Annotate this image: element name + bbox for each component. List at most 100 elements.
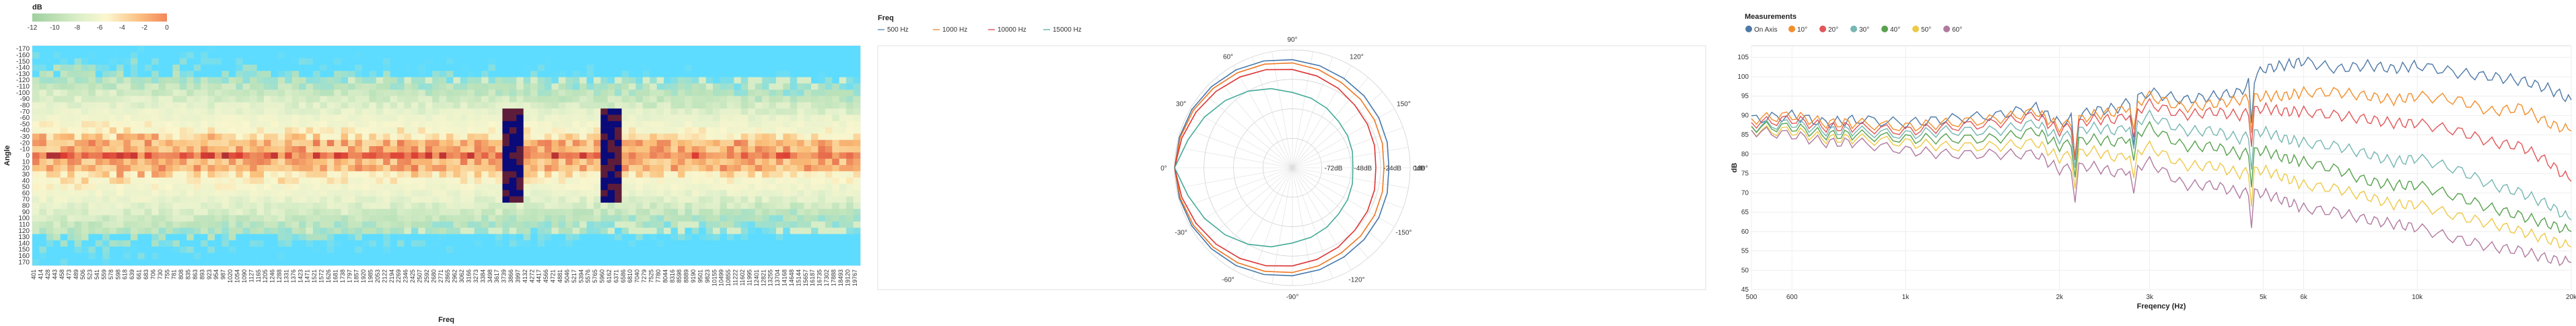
heatmap-x-tick: 3384 (479, 269, 486, 283)
heatmap-cell (755, 90, 763, 96)
spl-y-tick: 70 (1741, 189, 1749, 197)
heatmap-cell (348, 247, 355, 253)
heatmap-cell (109, 234, 117, 241)
heatmap-cell (762, 127, 769, 134)
heatmap-cell (846, 202, 854, 209)
heatmap-cell (271, 102, 279, 109)
heatmap-cell (172, 171, 180, 178)
heatmap-cell (256, 83, 265, 90)
heatmap-cell (390, 83, 398, 90)
heatmap-cell (334, 115, 341, 122)
heatmap-cell (705, 259, 713, 266)
heatmap-x-tick: 17302 (823, 269, 830, 286)
heatmap-cell (53, 183, 61, 191)
heatmap-cell (726, 58, 734, 65)
heatmap-cell (811, 146, 819, 153)
spl-series-line (1751, 125, 2572, 249)
heatmap-cell (361, 171, 370, 178)
heatmap-cell (474, 133, 482, 141)
heatmap-cell (102, 71, 110, 77)
heatmap-cell (642, 228, 650, 234)
spl-series-line (1751, 109, 2572, 221)
polar-legend[interactable]: 500 Hz 1000 Hz 10000 Hz 15000 Hz (878, 26, 1082, 34)
heatmap-cell (580, 240, 587, 247)
heatmap-cell (256, 115, 265, 122)
heatmap-cell (699, 90, 706, 96)
heatmap-cell (277, 158, 285, 166)
heatmap-cell (502, 64, 510, 71)
heatmap-cell (102, 83, 110, 90)
heatmap-cell (607, 196, 615, 203)
heatmap-cell (144, 164, 152, 172)
heatmap-cell (123, 171, 131, 178)
heatmap-cell (256, 52, 265, 59)
heatmap-cell (537, 108, 545, 115)
spl-x-tick: 5k (2260, 294, 2268, 301)
heatmap-cell (446, 202, 454, 209)
spl-legend[interactable]: On Axis 10° 20° 30° 40° 50° 60° (1745, 26, 1962, 34)
heatmap-cell (390, 171, 398, 178)
heatmap-cell (348, 177, 355, 185)
heatmap-cell (341, 102, 349, 109)
heatmap-cell (818, 83, 826, 90)
heatmap-cell (811, 96, 819, 103)
heatmap-cell (762, 177, 769, 185)
heatmap-cell (825, 209, 833, 216)
heatmap-cell (425, 164, 433, 172)
heatmap-cell (88, 196, 96, 203)
heatmap-cell (804, 259, 812, 266)
heatmap-cell (397, 52, 405, 59)
heatmap-cell (312, 247, 320, 253)
heatmap-cell (474, 171, 482, 178)
heatmap-cell (250, 83, 257, 90)
heatmap-cell (193, 183, 201, 191)
heatmap-cell (853, 64, 861, 71)
heatmap-cell (215, 108, 222, 115)
heatmap-cell (705, 96, 713, 103)
heatmap-cell (236, 228, 244, 234)
heatmap-cell (432, 234, 440, 241)
heatmap-cell (418, 183, 426, 191)
heatmap-cell (811, 253, 819, 259)
heatmap-cell (593, 152, 601, 159)
heatmap-cell (537, 146, 545, 153)
heatmap-cell (853, 146, 861, 153)
heatmap-cell (326, 108, 335, 115)
heatmap-cell (705, 164, 713, 172)
heatmap-cell (488, 121, 496, 128)
heatmap-cell (355, 77, 363, 84)
heatmap-cell (228, 102, 236, 109)
heatmap-cell (320, 228, 328, 234)
heatmap-cell (376, 102, 384, 109)
heatmap-cell (355, 196, 363, 203)
heatmap-cell (565, 102, 573, 109)
heatmap-cell (502, 164, 510, 172)
heatmap-cell (797, 152, 804, 159)
heatmap-cell (172, 209, 180, 216)
heatmap-cell (369, 158, 377, 166)
heatmap-cell (95, 64, 103, 71)
heatmap-cell (334, 146, 341, 153)
heatmap-cell (713, 228, 720, 234)
heatmap-cell (502, 71, 510, 77)
heatmap-cell (488, 46, 496, 53)
heatmap-cell (67, 228, 75, 234)
heatmap-cell (271, 209, 279, 216)
heatmap-cell (242, 90, 250, 96)
heatmap-cell (46, 64, 54, 71)
heatmap-cell (355, 139, 363, 147)
heatmap-cell (271, 221, 279, 228)
heatmap-cell (783, 115, 791, 122)
heatmap-cell (355, 90, 363, 96)
heatmap-cell (775, 221, 784, 228)
heatmap-cell (425, 127, 433, 134)
heatmap-cell (271, 146, 279, 153)
heatmap-cell (691, 83, 699, 90)
heatmap-cell (691, 102, 699, 109)
heatmap-cell (46, 177, 54, 185)
heatmap-cell (151, 228, 159, 234)
heatmap-cell (151, 158, 159, 166)
heatmap-cell (769, 259, 777, 266)
heatmap-cell (123, 108, 131, 115)
heatmap-cell (453, 90, 461, 96)
